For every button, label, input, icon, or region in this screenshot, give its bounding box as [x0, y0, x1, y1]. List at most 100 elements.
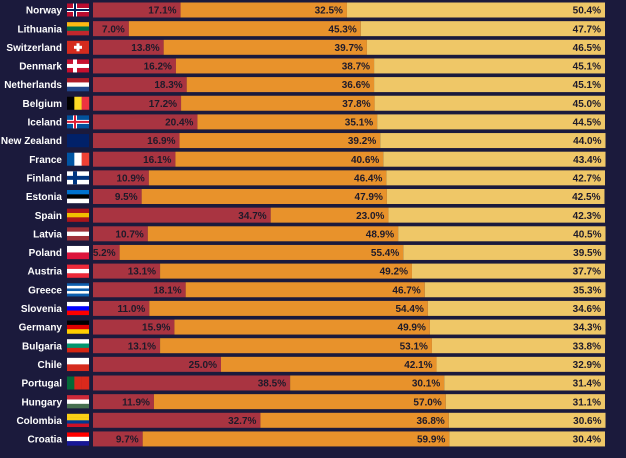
value-label: 57.0% — [413, 397, 441, 408]
flag — [67, 245, 89, 260]
bar-segment — [93, 300, 150, 316]
bar-segment — [436, 356, 605, 372]
value-label: 25.0% — [189, 360, 217, 371]
value-label: 7.0% — [102, 24, 125, 35]
category-label: Chile — [38, 360, 63, 371]
flag-stripe — [67, 376, 75, 390]
flag — [67, 22, 89, 36]
value-label: 42.3% — [573, 211, 601, 222]
flag-stripe — [67, 420, 89, 424]
bar-segment — [366, 39, 605, 55]
bar-segment — [149, 300, 428, 316]
flag-stripe — [67, 190, 89, 195]
flag — [67, 3, 89, 17]
category-label: Norway — [26, 6, 63, 17]
value-label: 35.3% — [573, 285, 601, 296]
category-label: Slovenia — [21, 304, 63, 315]
bar-segment — [93, 133, 180, 149]
value-label: 11.9% — [122, 397, 150, 408]
flag — [67, 152, 90, 166]
bar-segment — [444, 375, 605, 391]
bar-segment — [93, 263, 161, 279]
flag — [67, 96, 90, 110]
flag-stripe — [67, 26, 89, 32]
value-label: 32.5% — [315, 6, 343, 17]
value-label: 30.4% — [573, 435, 601, 446]
flag-stripe — [67, 441, 89, 446]
category-label: Poland — [29, 248, 62, 259]
flag-stripe — [67, 264, 89, 270]
value-label: 34.7% — [238, 211, 266, 222]
bar-segment — [93, 356, 221, 372]
flag-stripe — [67, 268, 89, 274]
bar-segment — [374, 58, 605, 74]
flag-stripe — [67, 423, 89, 427]
value-label: 55.4% — [371, 248, 399, 259]
category-label: Croatia — [28, 435, 63, 446]
bar-segment — [388, 207, 605, 223]
value-label: 11.0% — [118, 304, 146, 315]
value-label: 50.4% — [573, 6, 601, 17]
category-label: Denmark — [19, 62, 62, 73]
flag — [67, 115, 89, 129]
value-label: 44.5% — [573, 118, 601, 129]
bar-segment — [163, 39, 367, 55]
flag — [67, 376, 90, 390]
value-label: 46.5% — [573, 43, 601, 54]
bar-segment — [93, 189, 142, 204]
value-label: 23.0% — [356, 211, 384, 222]
category-label: Bulgaria — [22, 341, 62, 352]
flag-stripe — [67, 347, 89, 353]
bar-segment — [270, 207, 389, 223]
flag-stripe — [67, 399, 89, 405]
bar-segment — [374, 77, 605, 93]
value-label: 30.1% — [412, 379, 440, 390]
bar-segment — [153, 394, 446, 410]
bar-segment — [445, 394, 605, 410]
bar-segment — [346, 2, 605, 18]
bar-segment — [197, 114, 378, 130]
bar-segment — [93, 95, 182, 111]
flag-stripe — [67, 432, 89, 437]
flag — [67, 395, 89, 409]
bar-segment — [179, 133, 381, 149]
bar-segment — [260, 412, 449, 428]
value-label: 17.1% — [148, 6, 176, 17]
flag — [67, 301, 89, 316]
bar-segment — [386, 189, 605, 204]
flag-stripe — [67, 217, 89, 222]
category-label: Switzerland — [6, 43, 62, 54]
value-label: 17.2% — [149, 99, 177, 110]
bar-segment — [181, 95, 375, 111]
bar-segment — [160, 263, 412, 279]
bar-segment — [429, 319, 606, 335]
flag — [67, 283, 89, 297]
flag-stripe — [67, 96, 75, 110]
category-label: New Zealand — [1, 136, 62, 147]
bar-segment — [93, 170, 149, 186]
flag-stripe — [67, 227, 89, 232]
bar-segment — [175, 58, 375, 74]
bar-segment — [93, 244, 120, 260]
bar-segment — [374, 95, 605, 111]
bar-segment — [93, 226, 148, 242]
value-label: 9.5% — [115, 192, 138, 203]
flag-stripe — [67, 417, 89, 421]
value-label: 48.9% — [366, 229, 394, 240]
category-label: Lithuania — [18, 24, 63, 35]
value-label: 42.5% — [572, 192, 600, 203]
value-label: 45.3% — [328, 24, 356, 35]
flag-stripe — [67, 436, 89, 442]
value-label: 13.1% — [128, 341, 156, 352]
bar-segment — [93, 412, 261, 428]
value-label: 13.8% — [131, 43, 159, 54]
category-label: Iceland — [28, 118, 62, 129]
bar-segment — [448, 412, 606, 428]
flag-stripe — [67, 78, 89, 83]
flag — [67, 40, 89, 54]
flag-cross — [74, 45, 82, 49]
bar-segment — [141, 189, 387, 204]
value-label: 18.1% — [153, 285, 181, 296]
bar-segment — [411, 263, 605, 279]
flag-stripe — [74, 96, 82, 110]
